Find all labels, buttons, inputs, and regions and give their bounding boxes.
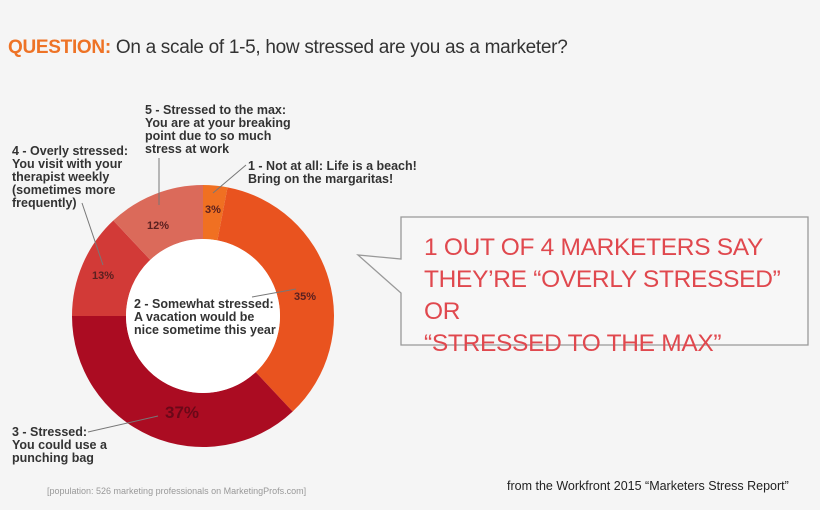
- callout-text: 1 OUT OF 4 MARKETERS SAY THEY’RE “OVERLY…: [424, 232, 820, 360]
- callout-line: THEY’RE “OVERLY STRESSED” OR: [424, 266, 781, 325]
- label-body: Bring on the margaritas!: [248, 172, 394, 186]
- label-level-2: 2 - Somewhat stressed: A vacation would b…: [134, 298, 276, 337]
- donut-hole: [126, 239, 280, 393]
- question-prefix: QUESTION:: [8, 37, 111, 58]
- donut-slice-1: [203, 185, 228, 241]
- label-level-3: 3 - Stressed: You could use a punching ba…: [12, 426, 112, 465]
- label-body: A vacation would be nice sometime this y…: [134, 310, 276, 337]
- callout-line: 1 OUT OF 4 MARKETERS SAY: [424, 234, 764, 261]
- label-head: 4 - Overly stressed:: [12, 144, 129, 158]
- label-level-1: 1 - Not at all: Life is a beach! Bring on…: [248, 160, 417, 186]
- value-label-3: 37%: [164, 403, 200, 422]
- callout-line: “STRESSED TO THE MAX”: [424, 330, 722, 357]
- leader-line-3: [87, 415, 159, 433]
- donut-slice-5: [113, 185, 203, 260]
- label-body: You are at your breaking point due to so…: [145, 116, 291, 156]
- leader-line-1: [212, 164, 247, 194]
- label-head: 2 - Somewhat stressed:: [134, 297, 274, 311]
- source-credit: from the Workfront 2015 “Marketers Stres…: [507, 479, 789, 493]
- leader-line-4: [81, 202, 104, 266]
- label-head: 3 - Stressed:: [12, 425, 88, 439]
- leader-lines: [81, 158, 297, 433]
- donut-slice-2: [217, 187, 334, 412]
- donut-slice-3: [71, 316, 293, 448]
- question-text: On a scale of 1-5, how stressed are you …: [110, 37, 568, 58]
- label-body: You visit with your therapist weekly (so…: [12, 157, 123, 210]
- leader-line-2: [251, 288, 297, 298]
- callout-box: [356, 216, 809, 346]
- value-label-1: 3%: [205, 204, 221, 216]
- value-label-2: 35%: [293, 291, 317, 303]
- value-label-4: 13%: [91, 270, 115, 282]
- question-title: QUESTION: On a scale of 1-5, how stresse…: [8, 37, 568, 59]
- label-body: You could use a punching bag: [12, 438, 107, 465]
- footnote: [population: 526 marketing professionals…: [47, 486, 307, 496]
- label-head: 1 - Not at all: Life is a beach!: [248, 159, 417, 173]
- label-head: 5 - Stressed to the max:: [145, 103, 287, 117]
- donut-slice-4: [72, 220, 151, 316]
- value-label-5: 12%: [146, 220, 170, 232]
- label-level-5: 5 - Stressed to the max: You are at your …: [145, 104, 295, 156]
- label-level-4: 4 - Overly stressed: You visit with your …: [12, 145, 130, 210]
